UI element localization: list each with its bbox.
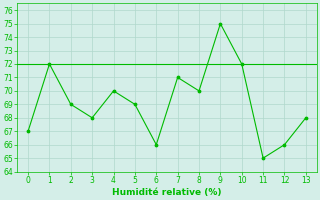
X-axis label: Humidité relative (%): Humidité relative (%) [112, 188, 222, 197]
